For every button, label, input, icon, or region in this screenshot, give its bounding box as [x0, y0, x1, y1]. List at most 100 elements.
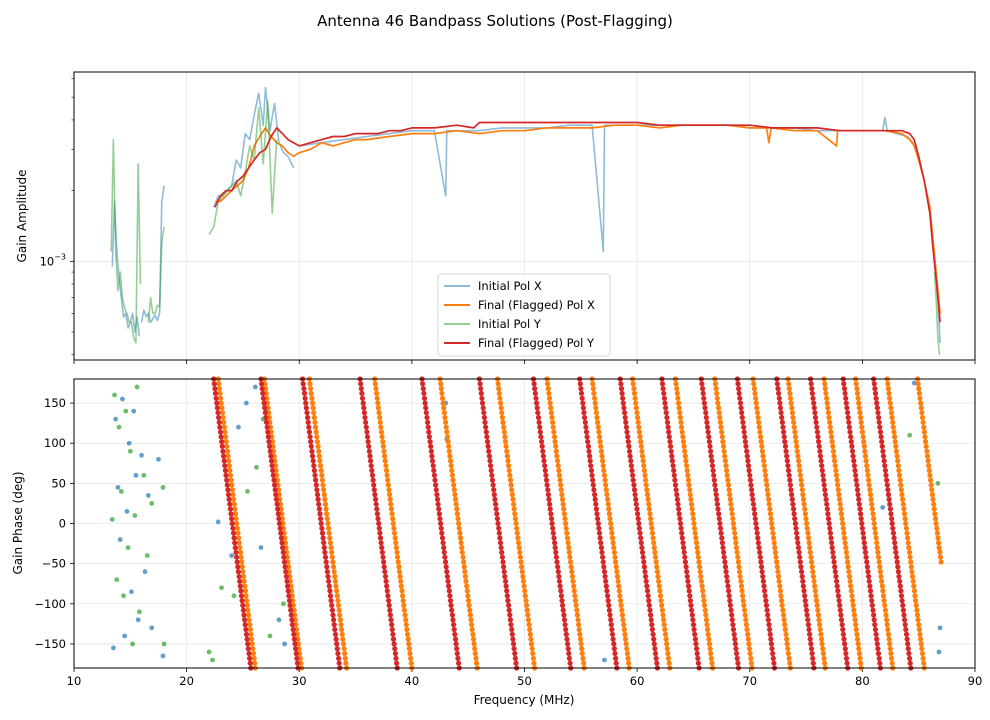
phase-point-final-y — [480, 405, 486, 411]
phase-point-final-y — [368, 463, 374, 469]
phase-point-final-y — [743, 443, 749, 449]
phase-point-final-y — [429, 458, 436, 464]
phase-point-final-x — [692, 530, 698, 536]
phase-point-final-y — [497, 540, 504, 546]
phase-point-final-y — [309, 453, 316, 459]
x-tick-label: 90 — [968, 674, 983, 688]
phase-point-final-x — [786, 655, 792, 662]
phase-point-final-y — [686, 588, 692, 594]
phase-point-final-x — [830, 443, 836, 449]
phase-point-final-y — [227, 501, 233, 507]
amp-line-final-y — [214, 121, 941, 323]
phase-point-final-x — [673, 381, 679, 387]
phase-point-final-y — [384, 588, 390, 594]
phase-point-final-x — [688, 496, 694, 502]
phase-point-final-x — [665, 655, 672, 662]
phase-point-final-y — [770, 655, 776, 662]
phase-point-final-x — [774, 559, 780, 565]
phase-point-final-x — [400, 598, 406, 604]
phase-point-final-y — [358, 381, 364, 387]
phase-point-final-x — [807, 549, 813, 556]
phase-point-final-x — [840, 525, 846, 531]
phase-point-final-y — [237, 583, 243, 589]
phase-point-final-x — [445, 439, 451, 445]
phase-point-final-x — [849, 593, 855, 599]
phase-point-final-x — [546, 390, 552, 396]
phase-point-final-x — [221, 419, 227, 425]
phase-point-final-x — [551, 429, 557, 435]
phase-point-final-x — [921, 424, 927, 430]
phase-point-final-y — [483, 429, 489, 435]
phase-point-final-y — [798, 564, 804, 570]
phase-point-final-x — [340, 641, 347, 647]
phase-point-final-y — [328, 598, 334, 604]
phase-point-final-y — [849, 443, 855, 449]
phase-point-final-y — [430, 463, 436, 469]
phase-point-final-y — [693, 641, 699, 647]
phase-point-final-y — [687, 593, 693, 599]
phase-point-final-y — [872, 386, 878, 392]
phase-point-final-y — [452, 631, 458, 637]
phase-point-final-x — [223, 439, 229, 445]
phase-point-final-y — [802, 593, 808, 599]
phase-point-final-x — [641, 467, 648, 474]
x-tick-label: 20 — [179, 674, 194, 688]
phase-point-final-x — [738, 578, 744, 584]
phase-point-final-x — [854, 631, 860, 637]
phase-point-final-x — [465, 593, 471, 599]
phase-point-final-y — [374, 506, 380, 512]
phase-point-final-y — [820, 472, 826, 478]
phase-point-final-y — [606, 602, 612, 609]
phase-point-final-y — [451, 626, 457, 633]
phase-point-final-y — [240, 602, 246, 609]
legend-label: Final (Flagged) Pol Y — [478, 336, 595, 350]
phase-point-final-x — [388, 506, 394, 512]
phase-point-final-y — [649, 622, 655, 628]
phase-point-initial-x — [282, 641, 288, 647]
phase-point-final-x — [753, 400, 759, 406]
phase-point-final-x — [391, 530, 398, 536]
phase-point-final-x — [797, 467, 803, 474]
phase-point-final-x — [806, 540, 812, 546]
phase-point-final-y — [676, 506, 682, 512]
phase-point-final-x — [575, 617, 581, 623]
phase-point-final-x — [330, 559, 336, 565]
phase-point-final-y — [282, 564, 288, 570]
phase-point-final-x — [936, 545, 942, 551]
phase-point-final-x — [648, 516, 654, 522]
phase-point-initial-x — [139, 452, 144, 458]
phase-point-final-x — [464, 583, 470, 589]
phase-point-final-x — [680, 434, 686, 440]
phase-point-final-y — [703, 414, 709, 421]
phase-point-final-y — [551, 535, 557, 541]
phase-point-final-x — [845, 564, 851, 570]
phase-point-final-y — [547, 506, 553, 512]
phase-point-final-x — [614, 573, 621, 580]
phase-point-final-x — [929, 487, 935, 493]
phase-point-final-y — [711, 472, 717, 478]
phase-point-final-y — [679, 530, 685, 536]
phase-point-final-x — [383, 467, 390, 474]
phase-point-final-y — [447, 593, 453, 599]
phase-point-final-x — [693, 535, 699, 541]
phase-point-final-y — [371, 487, 377, 493]
phase-point-final-y — [385, 593, 391, 599]
phase-point-initial-y — [219, 585, 224, 591]
phase-point-final-x — [713, 386, 719, 392]
phase-point-final-x — [791, 424, 797, 430]
phase-point-final-y — [603, 583, 609, 589]
phase-point-final-x — [687, 487, 693, 493]
phase-point-initial-x — [252, 384, 258, 390]
phase-point-final-y — [215, 410, 221, 416]
phase-y-tick-label: 100 — [44, 436, 66, 450]
phase-point-final-y — [691, 626, 697, 633]
phase-point-final-y — [628, 463, 635, 469]
phase-point-final-x — [932, 511, 938, 517]
phase-point-final-x — [510, 501, 517, 507]
phase-point-final-x — [446, 448, 452, 454]
phase-point-final-y — [293, 646, 299, 652]
phase-point-initial-y — [245, 488, 250, 494]
phase-point-final-x — [650, 535, 656, 541]
phase-point-final-x — [677, 414, 684, 421]
phase-point-final-y — [619, 390, 625, 396]
